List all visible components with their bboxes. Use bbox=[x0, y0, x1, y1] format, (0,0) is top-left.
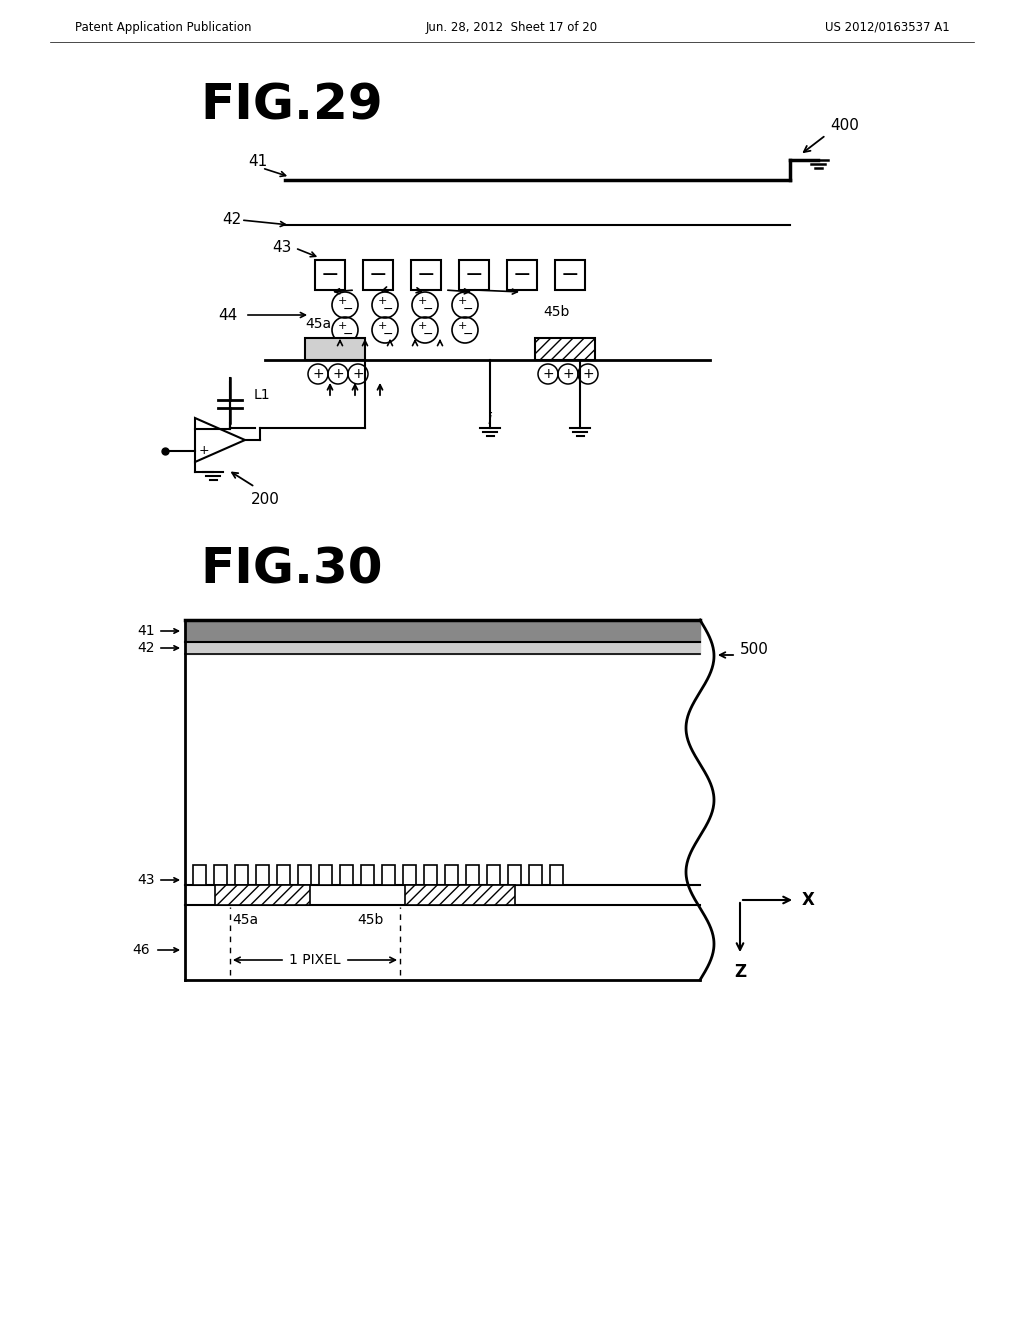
Text: −: − bbox=[321, 265, 339, 285]
Bar bbox=[403, 865, 416, 884]
Bar bbox=[424, 865, 437, 884]
Text: +: + bbox=[542, 367, 554, 381]
Text: +: + bbox=[199, 445, 209, 458]
Text: 45a: 45a bbox=[305, 317, 331, 331]
Bar bbox=[466, 865, 479, 884]
Text: +: + bbox=[562, 367, 573, 381]
Text: −: − bbox=[423, 327, 433, 341]
Text: Patent Application Publication: Patent Application Publication bbox=[75, 21, 252, 33]
Bar bbox=[445, 865, 458, 884]
Text: FIG.30: FIG.30 bbox=[200, 546, 383, 594]
Bar bbox=[234, 865, 248, 884]
Text: +: + bbox=[377, 321, 387, 331]
Bar bbox=[406, 884, 515, 906]
Bar bbox=[214, 865, 227, 884]
Text: 45b: 45b bbox=[543, 305, 569, 319]
Text: −: − bbox=[465, 265, 483, 285]
Text: −: − bbox=[383, 302, 393, 315]
Bar bbox=[362, 260, 393, 290]
Text: +: + bbox=[312, 367, 324, 381]
Text: +: + bbox=[377, 296, 387, 306]
Bar bbox=[193, 865, 206, 884]
Text: 42: 42 bbox=[222, 213, 242, 227]
Bar bbox=[361, 865, 374, 884]
Text: 41: 41 bbox=[248, 154, 267, 169]
Bar bbox=[382, 865, 395, 884]
Text: −: − bbox=[343, 302, 353, 315]
Text: Jun. 28, 2012  Sheet 17 of 20: Jun. 28, 2012 Sheet 17 of 20 bbox=[426, 21, 598, 33]
Text: −: − bbox=[561, 265, 580, 285]
Text: +: + bbox=[352, 367, 364, 381]
Bar bbox=[256, 865, 269, 884]
Bar bbox=[305, 338, 365, 360]
Bar bbox=[215, 884, 310, 906]
Bar bbox=[411, 260, 441, 290]
Bar bbox=[340, 865, 353, 884]
Text: 400: 400 bbox=[830, 117, 859, 132]
Text: −: − bbox=[199, 422, 209, 436]
Text: 45b: 45b bbox=[356, 913, 383, 927]
Bar bbox=[555, 260, 585, 290]
Bar bbox=[319, 865, 332, 884]
Text: −: − bbox=[463, 327, 473, 341]
Bar bbox=[278, 865, 290, 884]
Bar bbox=[550, 865, 563, 884]
Bar bbox=[298, 865, 311, 884]
Text: −: − bbox=[343, 327, 353, 341]
Text: 43: 43 bbox=[272, 240, 292, 256]
Text: −: − bbox=[417, 265, 435, 285]
Text: US 2012/0163537 A1: US 2012/0163537 A1 bbox=[825, 21, 950, 33]
Bar bbox=[508, 865, 521, 884]
Bar bbox=[315, 260, 345, 290]
Text: +: + bbox=[332, 367, 344, 381]
Bar bbox=[487, 865, 500, 884]
Text: +: + bbox=[458, 321, 467, 331]
Text: +: + bbox=[337, 296, 347, 306]
Text: 42: 42 bbox=[137, 642, 155, 655]
Text: L1: L1 bbox=[254, 388, 270, 403]
Text: 200: 200 bbox=[251, 492, 280, 507]
Text: 46: 46 bbox=[132, 942, 150, 957]
Bar bbox=[535, 338, 595, 360]
Text: i: i bbox=[487, 412, 493, 428]
Text: 1 PIXEL: 1 PIXEL bbox=[289, 953, 341, 968]
Text: FIG.29: FIG.29 bbox=[200, 81, 383, 129]
Text: 44: 44 bbox=[218, 308, 238, 322]
Text: +: + bbox=[337, 321, 347, 331]
Text: −: − bbox=[369, 265, 387, 285]
Text: +: + bbox=[418, 296, 427, 306]
Text: 43: 43 bbox=[137, 873, 155, 887]
Text: +: + bbox=[418, 321, 427, 331]
Text: −: − bbox=[463, 302, 473, 315]
Text: Z: Z bbox=[734, 964, 746, 981]
Text: 45a: 45a bbox=[232, 913, 258, 927]
Text: X: X bbox=[802, 891, 815, 909]
Text: −: − bbox=[513, 265, 531, 285]
Text: 500: 500 bbox=[740, 643, 769, 657]
Bar bbox=[507, 260, 537, 290]
Text: 41: 41 bbox=[137, 624, 155, 638]
Text: +: + bbox=[583, 367, 594, 381]
Bar bbox=[459, 260, 489, 290]
Bar bbox=[529, 865, 542, 884]
Text: +: + bbox=[458, 296, 467, 306]
Text: −: − bbox=[423, 302, 433, 315]
Text: −: − bbox=[383, 327, 393, 341]
